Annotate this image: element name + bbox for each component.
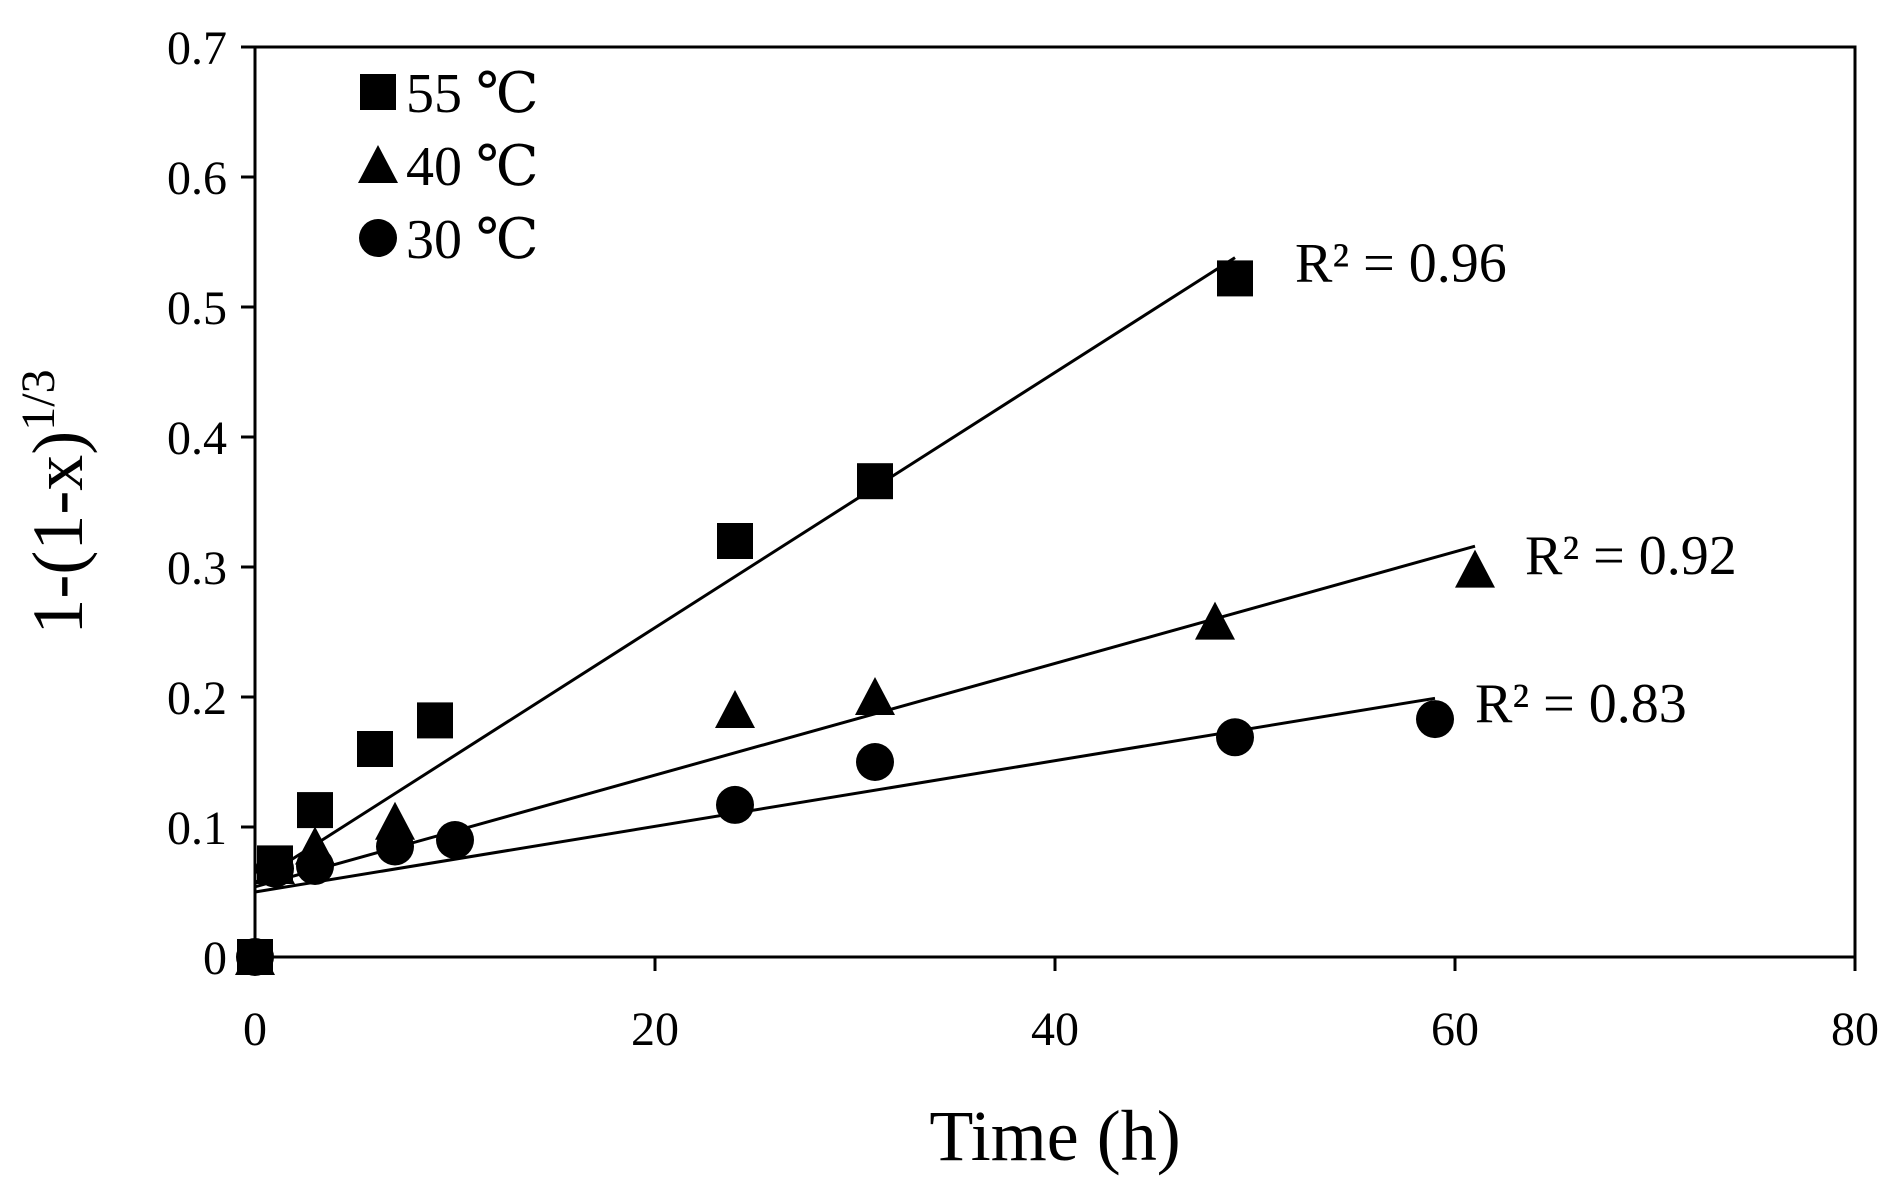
data-point-square <box>357 731 393 767</box>
legend-marker-triangle <box>358 145 398 183</box>
data-point-circle <box>716 785 754 824</box>
data-point-triangle <box>1455 549 1495 588</box>
data-point-triangle <box>715 690 755 728</box>
r-squared-label-square: R² = 0.96 <box>1295 233 1507 295</box>
data-point-circle <box>256 849 294 888</box>
trendlines <box>254 256 1476 894</box>
data-point-square <box>857 463 893 500</box>
legend-label-square: 55 ℃ <box>406 63 539 125</box>
y-tick-label: 0.6 <box>167 152 227 205</box>
y-tick-label: 0.5 <box>167 282 227 335</box>
x-tick-label: 20 <box>631 1003 679 1056</box>
y-axis-title: 1-(1-x)1/3 <box>12 369 98 634</box>
axes <box>241 45 1857 971</box>
legend-marker-circle <box>359 219 397 257</box>
data-point-square <box>297 792 333 829</box>
y-axis-title-superscript: 1/3 <box>12 369 65 430</box>
x-tick-label: 80 <box>1831 1003 1879 1056</box>
y-tick-label: 0 <box>203 932 227 985</box>
data-point-circle <box>1416 700 1454 739</box>
x-tick-label: 40 <box>1031 1003 1079 1056</box>
data-point-square <box>1217 260 1253 297</box>
y-tick-label: 0.1 <box>167 802 227 855</box>
legend-marker-square <box>360 74 396 110</box>
y-tick-label: 0.7 <box>167 22 227 75</box>
y-tick-label: 0.4 <box>167 412 227 465</box>
r-squared-label-circle: R² = 0.83 <box>1475 673 1687 735</box>
data-point-square <box>417 702 453 739</box>
data-point-circle <box>856 743 894 781</box>
data-markers <box>235 260 1495 976</box>
labels: 0 0.1 0.2 0.3 0.4 0.5 0.6 0.7 0 20 40 60 80 Time (h) 1… <box>12 22 1879 1176</box>
data-point-circle <box>436 821 474 859</box>
x-axis-title: Time (h) <box>929 1096 1180 1176</box>
r-squared-label-triangle: R² = 0.92 <box>1525 525 1737 587</box>
data-point-square <box>717 523 753 559</box>
x-tick-label: 60 <box>1431 1003 1479 1056</box>
legend-label-triangle: 40 ℃ <box>406 136 539 198</box>
data-point-triangle <box>1195 601 1235 640</box>
legend-label-circle: 30 ℃ <box>406 209 539 271</box>
data-point-circle <box>296 847 334 885</box>
legend: 55 ℃ 40 ℃ 30 ℃ <box>358 63 539 271</box>
data-point-circle <box>376 827 414 866</box>
trendline-square <box>254 256 1236 885</box>
data-point-triangle <box>375 801 415 840</box>
x-tick-label: 0 <box>243 1003 267 1056</box>
y-tick-label: 0.3 <box>167 542 227 595</box>
data-point-triangle <box>855 677 895 715</box>
data-point-circle <box>1216 718 1254 757</box>
y-tick-label: 0.2 <box>167 672 227 725</box>
data-point-circle <box>236 938 274 976</box>
y-axis-title-base: 1-(1-x) <box>18 431 98 635</box>
